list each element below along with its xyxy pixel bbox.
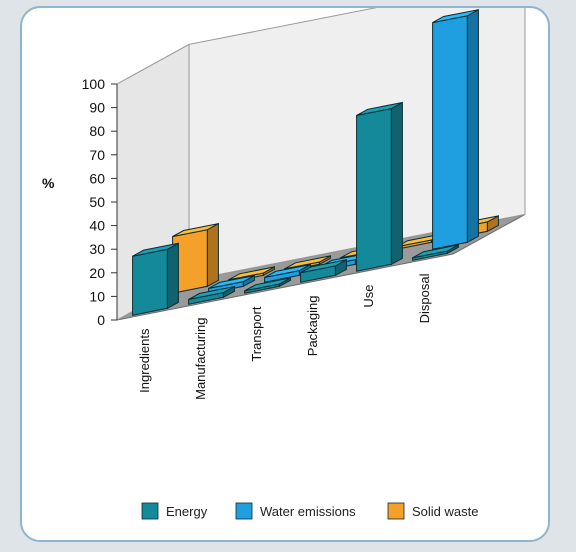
y-axis-label: % [42, 175, 55, 191]
bar-energy-use [356, 101, 403, 272]
y-tick-label: 10 [89, 288, 105, 304]
legend-label: Water emissions [260, 504, 356, 519]
bar-side-face [466, 8, 479, 244]
bar-energy-ingredients [132, 242, 179, 316]
bar-energy-transport [244, 277, 291, 294]
bar-top-face [228, 266, 275, 281]
chart-card: 0 10 20 30 40 50 60 70 80 90 100 % Ingredients Manu… [20, 6, 550, 542]
chart-svg: 0 10 20 30 40 50 60 70 80 90 100 % Ingredients Manu… [42, 8, 526, 520]
bar-energy-packaging [300, 258, 347, 283]
bar-top-face [132, 242, 179, 257]
y-tick-label: 0 [97, 312, 105, 328]
y-tick-label: 40 [89, 218, 105, 234]
bar-top-face [264, 264, 311, 278]
legend-label: Solid waste [412, 504, 478, 519]
bar-water-emissions-transport [264, 263, 311, 283]
category-label: Ingredients [137, 328, 152, 393]
bar-top-face [188, 286, 235, 300]
bar-front-face [132, 248, 168, 316]
legend-swatch [235, 502, 253, 520]
category-label: Packaging [305, 296, 320, 357]
bar-top-face [284, 255, 331, 270]
bar-front-face [356, 107, 392, 272]
category-label: Manufacturing [193, 318, 208, 400]
bar-side-face [166, 242, 179, 310]
y-axis: 0 10 20 30 40 50 60 70 80 90 100 [82, 76, 118, 328]
y-tick-label: 100 [82, 76, 106, 92]
category-label: Use [361, 285, 376, 308]
bar-energy-manufacturing [188, 285, 235, 305]
y-tick-label: 60 [89, 170, 105, 186]
bar-top-face [356, 102, 403, 116]
bar-top-face [300, 259, 347, 274]
y-tick-label: 80 [89, 123, 105, 139]
legend: Energy Water emissions Solid waste [141, 502, 478, 520]
y-tick-label: 70 [89, 147, 105, 163]
category-label: Disposal [417, 273, 432, 323]
bar-side-face [206, 222, 219, 288]
bars [132, 8, 499, 316]
bar-top-face [432, 9, 479, 24]
legend-swatch [141, 502, 159, 520]
bar-water-emissions-disposal [432, 8, 479, 250]
bar-energy-disposal [412, 244, 459, 261]
y-tick-label: 30 [89, 241, 105, 257]
y-tick-label: 20 [89, 265, 105, 281]
legend-swatch [387, 502, 405, 520]
bar-side-face [390, 101, 403, 266]
bar-solid-waste-ingredients [172, 222, 219, 294]
category-label: Transport [249, 306, 264, 362]
bar-top-face [244, 277, 291, 292]
x-axis-categories: Ingredients Manufacturing Transport Packagi… [137, 273, 432, 399]
bar-top-face [172, 223, 219, 237]
bar-top-face [208, 275, 255, 289]
y-tick-label: 50 [89, 194, 105, 210]
bar-front-face [432, 15, 468, 250]
bar-top-face [412, 244, 459, 259]
legend-label: Energy [166, 504, 208, 519]
y-tick-label: 90 [89, 100, 105, 116]
